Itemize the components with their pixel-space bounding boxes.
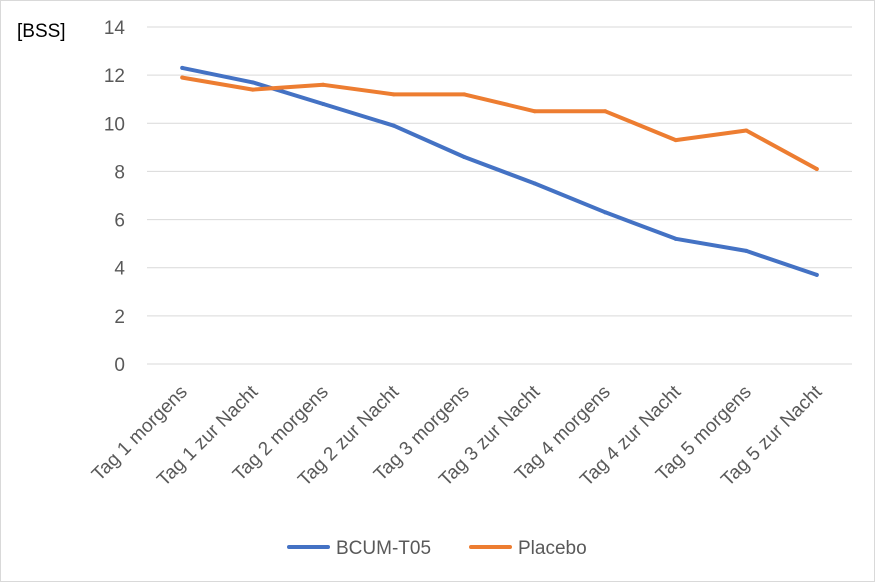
y-tick-label: 6 [114,211,125,232]
data-point [180,65,185,70]
data-point [814,167,819,172]
y-tick-label: 0 [114,355,125,376]
legend-label: BCUM-T05 [336,538,431,559]
data-point [462,92,467,97]
data-point [744,248,749,253]
data-point [814,272,819,277]
data-point [673,236,678,241]
data-point [321,82,326,87]
y-tick-label: 2 [114,307,125,328]
legend-label: Placebo [518,538,587,559]
data-point [391,92,396,97]
data-point [180,75,185,80]
series-line [180,65,819,277]
data-point [321,102,326,107]
data-point [250,80,255,85]
y-axis-unit-label: [BSS] [17,21,66,42]
y-axis-ticks: 0 2 4 6 8 10 12 14 [104,18,126,376]
series-lines [180,65,819,277]
data-point [673,138,678,143]
y-tick-label: 8 [114,162,125,183]
data-point [603,210,608,215]
y-tick-label: 14 [104,18,126,39]
legend: BCUM-T05 Placebo [287,538,587,559]
data-point [603,109,608,114]
data-point [250,87,255,92]
data-point [532,109,537,114]
data-point [391,123,396,128]
grid-lines [147,26,852,365]
y-tick-label: 10 [104,114,125,135]
data-point [462,154,467,159]
data-point [744,128,749,133]
y-tick-label: 12 [104,66,125,87]
data-point [532,181,537,186]
series-line [180,75,819,171]
y-tick-label: 4 [114,259,125,280]
